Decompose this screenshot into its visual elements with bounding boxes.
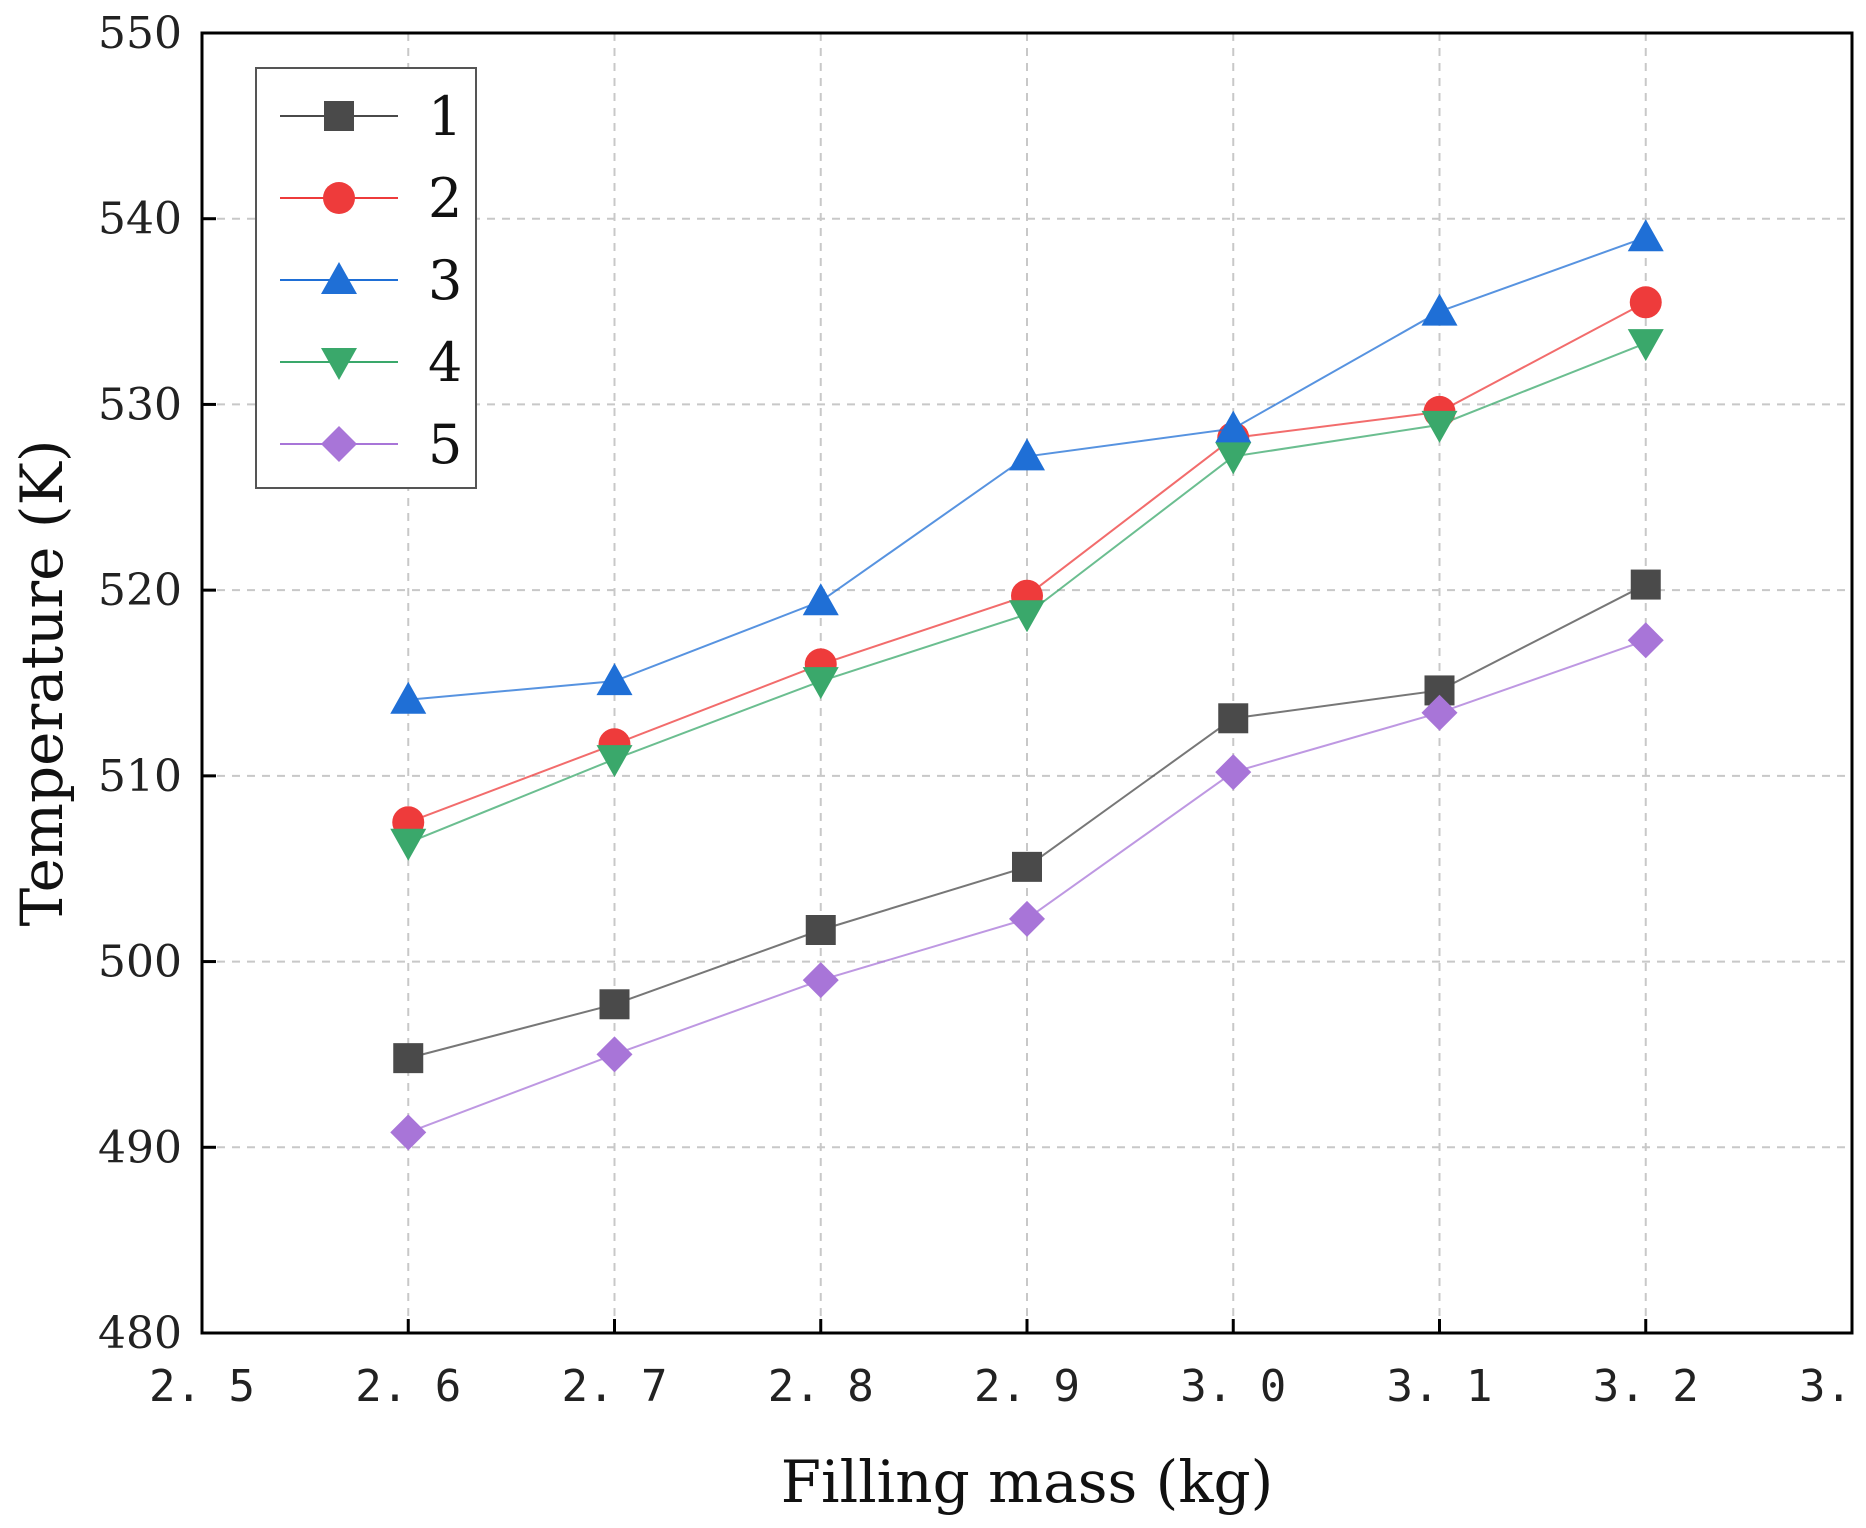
data-point-5: [390, 1114, 427, 1151]
data-point-3: [1421, 293, 1458, 326]
data-point-4: [596, 745, 633, 778]
data-point-3: [596, 663, 633, 696]
data-point-4: [1009, 600, 1045, 633]
x-tick-label: 3. 1: [1387, 1361, 1493, 1412]
legend-marker-5: [321, 426, 357, 462]
legend-item-3: 3: [280, 249, 462, 312]
y-tick-label: 550: [98, 8, 182, 59]
data-point-1: [393, 1043, 424, 1074]
data-point-5: [802, 962, 839, 999]
data-point-3: [390, 681, 427, 714]
legend-marker-3: [321, 262, 357, 294]
data-point-3: [802, 583, 839, 616]
data-point-3: [1215, 410, 1252, 443]
legend-marker-4: [321, 348, 357, 380]
x-tick-label: 3. 3: [1799, 1361, 1866, 1412]
series-layer: [390, 219, 1664, 1151]
series-5: [390, 622, 1664, 1151]
data-point-5: [1627, 622, 1664, 659]
legend-label: 2: [428, 167, 462, 230]
data-point-4: [802, 667, 839, 700]
x-tick-label: 2. 7: [562, 1361, 668, 1412]
x-tick-label: 3. 0: [1180, 1361, 1286, 1412]
data-point-5: [1215, 754, 1252, 791]
axis-ticks: 2. 5 2. 6 2. 7 2. 8 2. 9 3. 0 3. 1 3. 2 3. 3 480 4…: [98, 8, 1866, 1412]
legend-box: [255, 67, 477, 489]
y-tick-label: 510: [98, 751, 182, 802]
y-tick-label: 500: [98, 937, 182, 988]
legend-item-5: 5: [280, 413, 462, 476]
y-tick-label: 540: [98, 194, 182, 245]
y-tick-label: 520: [98, 565, 182, 616]
data-point-3: [1009, 438, 1045, 471]
legend-item-1: 1: [280, 85, 462, 148]
legend-label: 4: [428, 331, 462, 394]
x-tick-label: 2. 8: [768, 1361, 874, 1412]
legend-marker-2: [323, 182, 355, 214]
y-tick-label: 480: [98, 1308, 182, 1359]
legend: 1 2 3 4 5: [255, 67, 477, 489]
legend-item-4: 4: [280, 331, 462, 394]
x-tick-label: 2. 9: [974, 1361, 1080, 1412]
data-point-3: [1627, 219, 1664, 252]
data-point-5: [1009, 900, 1045, 937]
legend-marker-1: [324, 101, 354, 131]
data-point-1: [1012, 851, 1042, 882]
data-point-5: [596, 1036, 633, 1073]
x-axis-title: Filling mass (kg): [781, 1448, 1273, 1516]
data-point-4: [1215, 442, 1252, 475]
data-point-4: [1627, 329, 1664, 362]
legend-item-2: 2: [280, 167, 462, 230]
data-point-1: [805, 915, 836, 945]
legend-label: 5: [428, 413, 462, 476]
y-tick-label: 530: [98, 379, 182, 430]
x-tick-label: 3. 2: [1593, 1361, 1699, 1412]
y-axis-title: Temperature (K): [8, 440, 76, 927]
y-tick-label: 490: [98, 1122, 182, 1173]
legend-label: 3: [428, 249, 462, 312]
data-point-1: [1630, 569, 1661, 600]
data-point-1: [599, 989, 630, 1020]
data-point-4: [1421, 410, 1458, 443]
series-3: [390, 219, 1664, 714]
data-point-4: [390, 828, 427, 861]
x-tick-label: 2. 6: [355, 1361, 461, 1412]
data-point-1: [1218, 703, 1249, 734]
data-point-5: [1421, 694, 1458, 731]
x-tick-label: 2. 5: [149, 1361, 255, 1412]
series-4: [390, 329, 1664, 861]
data-point-2: [1629, 286, 1662, 319]
legend-label: 1: [428, 85, 462, 148]
